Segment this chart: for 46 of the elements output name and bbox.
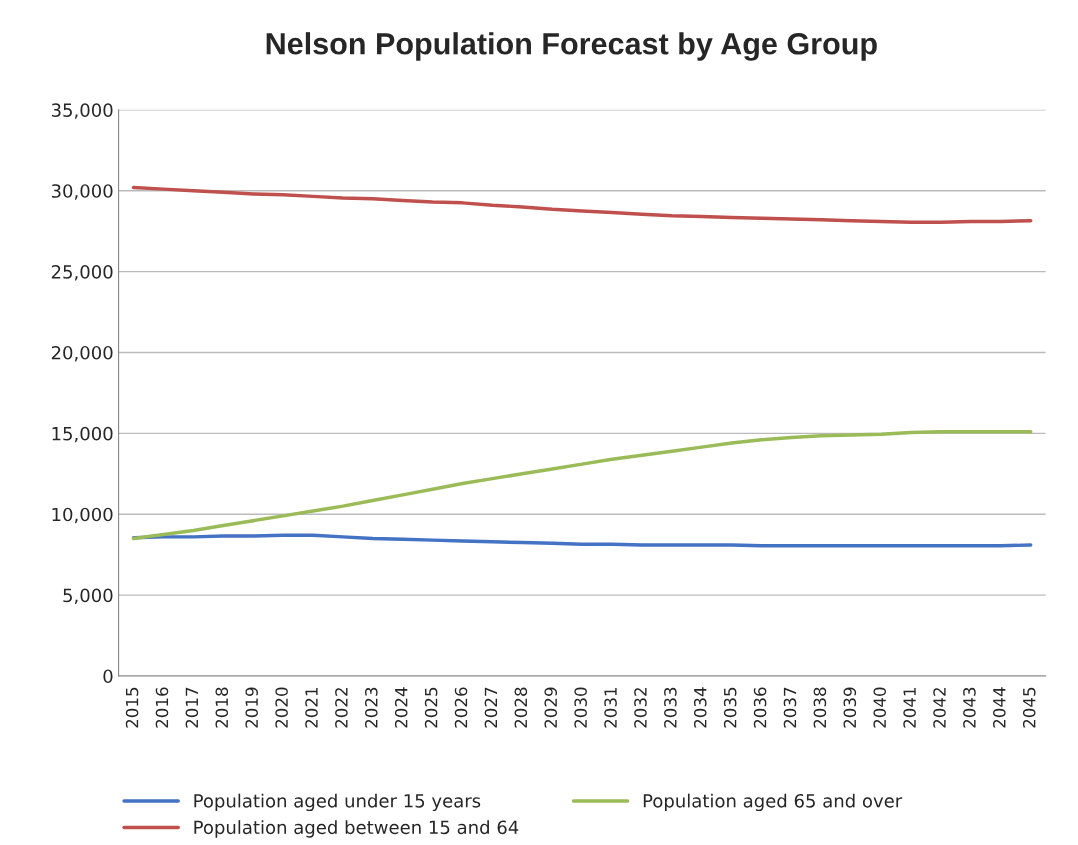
y-tick-label: 20,000 (51, 345, 113, 362)
line-series (131, 430, 1033, 541)
x-tick-label: 2022 (335, 688, 348, 728)
x-tick-label: 2016 (155, 687, 169, 728)
y-tick-label: 5,000 (63, 588, 113, 605)
x-tick-label: 2028 (514, 687, 528, 728)
y-tick-label: 25,000 (51, 265, 113, 281)
x-tick-label: 2036 (753, 687, 767, 728)
line-series (131, 533, 1033, 548)
x-tick-label: 2042 (933, 688, 946, 728)
y-tick-label: 35,000 (51, 103, 113, 119)
x-tick-label: 2019 (245, 687, 258, 728)
x-tick-label: 2026 (454, 687, 468, 728)
x-tick-label: 2032 (634, 688, 647, 728)
x-tick-label: 2033 (664, 687, 677, 728)
legend-label: Population aged 65 and over (643, 793, 903, 812)
x-tick-label: 2017 (185, 687, 199, 728)
legend-label: Population aged under 15 years (194, 793, 481, 812)
y-tick-label: 30,000 (51, 184, 113, 200)
x-tick-label: 2027 (484, 687, 498, 728)
x-tick-label: 2024 (394, 687, 408, 728)
x-tick-label: 2030 (574, 687, 587, 728)
x-tick-label: 2025 (424, 687, 438, 728)
x-tick-label: 2038 (813, 687, 827, 728)
y-tick-label: 10,000 (52, 507, 113, 524)
chart-title: Nelson Population Forecast by Age Group (266, 32, 877, 61)
x-tick-label: 2043 (963, 687, 976, 728)
x-tick-label: 2035 (723, 687, 737, 728)
y-tick-label: 0 (103, 669, 113, 684)
x-tick-label: 2045 (1022, 687, 1036, 728)
line-series (131, 185, 1033, 225)
x-tick-label: 2034 (693, 687, 707, 728)
x-tick-label: 2029 (544, 687, 558, 728)
x-tick-label: 2037 (783, 687, 797, 728)
x-tick-label: 2031 (604, 687, 617, 728)
x-tick-label: 2015 (125, 687, 139, 728)
x-tick-label: 2020 (275, 687, 288, 728)
x-tick-label: 2023 (365, 687, 378, 728)
x-tick-label: 2018 (215, 687, 229, 728)
legend-label: Population aged between 15 and 64 (194, 820, 519, 838)
x-tick-label: 2039 (843, 687, 857, 728)
x-tick-label: 2041 (903, 687, 916, 728)
y-tick-label: 15,000 (52, 426, 113, 443)
x-tick-label: 2044 (993, 687, 1006, 728)
x-tick-label: 2021 (305, 687, 318, 728)
x-tick-label: 2040 (873, 687, 887, 728)
